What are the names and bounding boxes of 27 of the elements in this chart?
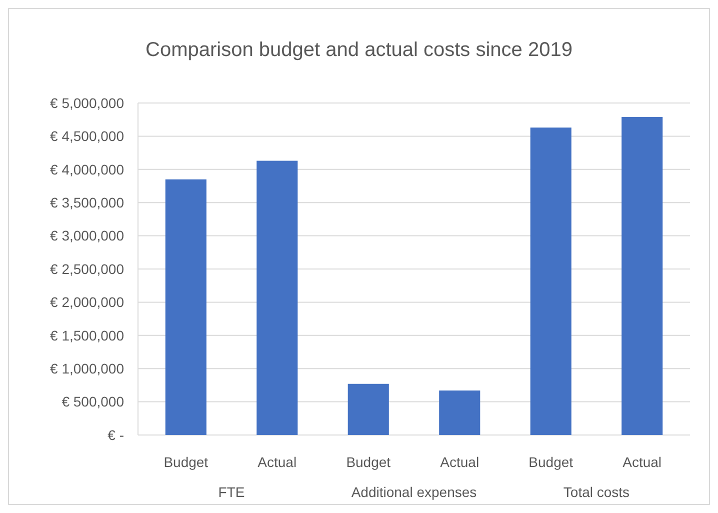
x-tick-label: Actual [622,454,662,470]
chart-title: Comparison budget and actual costs since 2019 [146,39,572,61]
y-tick-label: € 1,500,000 [50,327,124,344]
bar [530,128,572,435]
text: Total costs [563,484,630,500]
text: FTE [218,484,245,500]
bar [256,160,298,435]
y-tick-label: € 4,500,000 [50,128,124,144]
x-tick-label: Budget [528,454,574,470]
bar [622,116,663,435]
bar [348,384,389,435]
x-tick-label: Actual [258,454,297,470]
y-tick-label: € 3,000,000 [50,228,124,244]
y-tick-label: € 2,500,000 [50,260,124,277]
text: Additional expenses [351,484,477,500]
y-tick-label: € 500,000 [62,394,124,410]
bar [439,390,480,435]
bar [165,179,206,435]
y-tick-label: € - [108,426,124,443]
y-tick-label: € 2,000,000 [50,294,124,310]
y-tick-label: € 3,500,000 [50,194,124,210]
y-tick-label: € 5,000,000 [50,94,124,111]
x-tick-label: Budget [164,454,208,470]
y-tick-label: € 1,000,000 [50,360,124,376]
y-tick-label: € 4,000,000 [50,161,124,178]
x-tick-label: Budget [346,454,391,470]
x-tick-label: Actual [440,454,480,470]
